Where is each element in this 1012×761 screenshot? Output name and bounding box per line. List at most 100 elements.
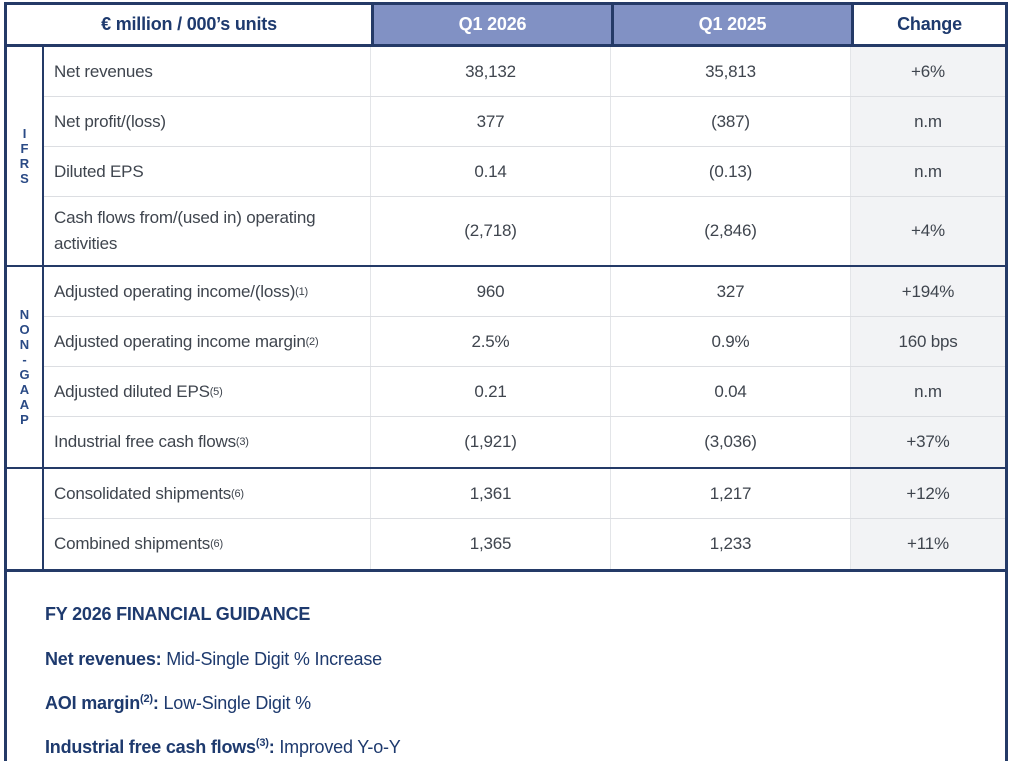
value-change: n.m xyxy=(851,97,1005,146)
table-section-ifrs: I F R S Net revenues 38,132 35,813 +6% Net profi… xyxy=(7,47,1005,267)
section-label-char: - xyxy=(22,352,27,367)
table-header-row: € million / 000’s units Q1 2026 Q1 2025 … xyxy=(7,5,1005,47)
value-q1-2026: 0.14 xyxy=(371,147,611,196)
table-row: Industrial free cash flows (3) (1,921) (3,0… xyxy=(44,417,1005,467)
table-row: Adjusted operating income margin (2) 2.5% 0… xyxy=(44,317,1005,367)
footnote-ref: (3) xyxy=(255,737,269,749)
metric-label: Industrial free cash flows (3) xyxy=(44,417,371,467)
guidance-label-colon: : xyxy=(268,737,275,757)
value-q1-2026: 377 xyxy=(371,97,611,146)
fy-guidance-section: FY 2026 FINANCIAL GUIDANCE Net revenues:… xyxy=(7,572,1005,758)
value-change: +4% xyxy=(851,197,1005,265)
value-q1-2025: (2,846) xyxy=(611,197,851,265)
metric-label: Net revenues xyxy=(44,47,371,96)
value-q1-2026: 960 xyxy=(371,267,611,316)
table-row: Net profit/(loss) 377 (387) n.m xyxy=(44,97,1005,147)
section-label-char: I xyxy=(22,126,27,141)
guidance-item-label: Industrial free cash flows(3): xyxy=(45,737,275,757)
value-change: +12% xyxy=(851,469,1005,518)
value-q1-2026: 2.5% xyxy=(371,317,611,366)
value-q1-2025: 0.04 xyxy=(611,367,851,416)
value-q1-2026: 1,365 xyxy=(371,519,611,569)
table-body: I F R S Net revenues 38,132 35,813 +6% Net profi… xyxy=(7,47,1005,569)
guidance-label-colon: : xyxy=(155,649,162,669)
metric-text: Consolidated shipments xyxy=(54,483,232,503)
guidance-item: Industrial free cash flows(3): Improved … xyxy=(45,737,985,758)
value-q1-2025: (3,036) xyxy=(611,417,851,467)
column-header-q1-2026: Q1 2026 xyxy=(371,5,611,44)
unit-header-cell: € million / 000’s units xyxy=(7,5,371,44)
column-header-q1-2025: Q1 2025 xyxy=(611,5,851,44)
value-q1-2025: 327 xyxy=(611,267,851,316)
section-label-char: O xyxy=(19,322,30,337)
metric-text: Industrial free cash flows xyxy=(54,432,236,451)
table-row: Cash flows from/(used in) operating acti… xyxy=(44,197,1005,265)
section-rows: Consolidated shipments (6) 1,361 1,217 +12% C… xyxy=(44,469,1005,569)
metric-text: Adjusted diluted EPS xyxy=(54,381,210,401)
value-q1-2025: 0.9% xyxy=(611,317,851,366)
value-q1-2026: 1,361 xyxy=(371,469,611,518)
guidance-label-text: Net revenues xyxy=(45,649,156,669)
table-row: Diluted EPS 0.14 (0.13) n.m xyxy=(44,147,1005,197)
section-label-char: N xyxy=(19,337,30,352)
section-label-char: F xyxy=(20,141,29,156)
guidance-label-text: Industrial free cash flows xyxy=(45,737,256,757)
metric-label: Adjusted diluted EPS (5) xyxy=(44,367,371,416)
guidance-label-colon: : xyxy=(152,693,159,713)
guidance-title: FY 2026 FINANCIAL GUIDANCE xyxy=(45,604,311,624)
section-label-char: N xyxy=(19,307,30,322)
value-change: +194% xyxy=(851,267,1005,316)
metric-label: Diluted EPS xyxy=(44,147,371,196)
guidance-item-label: Net revenues: xyxy=(45,649,162,669)
value-q1-2025: (0.13) xyxy=(611,147,851,196)
guidance-label-text: AOI margin xyxy=(45,693,141,713)
value-q1-2026: 38,132 xyxy=(371,47,611,96)
value-q1-2026: (2,718) xyxy=(371,197,611,265)
table-section-shipments: Consolidated shipments (6) 1,361 1,217 +12% C… xyxy=(7,469,1005,569)
guidance-item-value: Improved Y-o-Y xyxy=(279,737,401,757)
value-q1-2025: (387) xyxy=(611,97,851,146)
table-row: Adjusted operating income/(loss) (1) 960 32… xyxy=(44,267,1005,317)
metric-label: Consolidated shipments (6) xyxy=(44,469,371,518)
metric-text: Cash flows from/(used in) operating acti… xyxy=(54,208,316,253)
metric-text: Net revenues xyxy=(54,61,153,81)
value-change: +37% xyxy=(851,417,1005,467)
guidance-item-value: Mid-Single Digit % Increase xyxy=(166,649,382,669)
value-change: n.m xyxy=(851,367,1005,416)
section-label-char: S xyxy=(20,171,29,186)
section-label-char: P xyxy=(20,412,29,427)
guidance-item: Net revenues: Mid-Single Digit % Increas… xyxy=(45,649,985,670)
table-row: Net revenues 38,132 35,813 +6% xyxy=(44,47,1005,97)
section-rows: Adjusted operating income/(loss) (1) 960 32… xyxy=(44,267,1005,467)
value-q1-2026: (1,921) xyxy=(371,417,611,467)
footnote-ref: (2) xyxy=(140,693,153,705)
value-q1-2025: 35,813 xyxy=(611,47,851,96)
metric-text: Combined shipments xyxy=(54,534,211,553)
section-label-char: G xyxy=(19,367,30,382)
financial-results-table: € million / 000’s units Q1 2026 Q1 2025 … xyxy=(7,2,1005,572)
table-row: Consolidated shipments (6) 1,361 1,217 +12% xyxy=(44,469,1005,519)
value-change: +6% xyxy=(851,47,1005,96)
guidance-items: Net revenues: Mid-Single Digit % Increas… xyxy=(45,649,985,758)
value-q1-2025: 1,217 xyxy=(611,469,851,518)
column-header-change: Change xyxy=(851,5,1005,44)
metric-label: Combined shipments (6) xyxy=(44,519,371,569)
metric-label: Adjusted operating income/(loss) (1) xyxy=(44,267,371,316)
metric-label: Net profit/(loss) xyxy=(44,97,371,146)
metric-label: Cash flows from/(used in) operating acti… xyxy=(44,197,371,265)
metric-text: Diluted EPS xyxy=(54,161,144,181)
section-label-char: A xyxy=(19,382,30,397)
section-label xyxy=(7,469,44,569)
guidance-item-label: AOI margin(2): xyxy=(45,693,159,713)
table-section-non-gaap: N O N - G A A P Adjusted operating income/(loss)… xyxy=(7,267,1005,469)
metric-label: Adjusted operating income margin (2) xyxy=(44,317,371,366)
section-label-char: R xyxy=(19,156,30,171)
section-label-char: A xyxy=(19,397,30,412)
table-row: Adjusted diluted EPS (5) 0.21 0.04 n.m xyxy=(44,367,1005,417)
guidance-item: AOI margin(2): Low-Single Digit % xyxy=(45,693,985,714)
table-row: Combined shipments (6) 1,365 1,233 +11% xyxy=(44,519,1005,569)
value-change: n.m xyxy=(851,147,1005,196)
value-q1-2025: 1,233 xyxy=(611,519,851,569)
